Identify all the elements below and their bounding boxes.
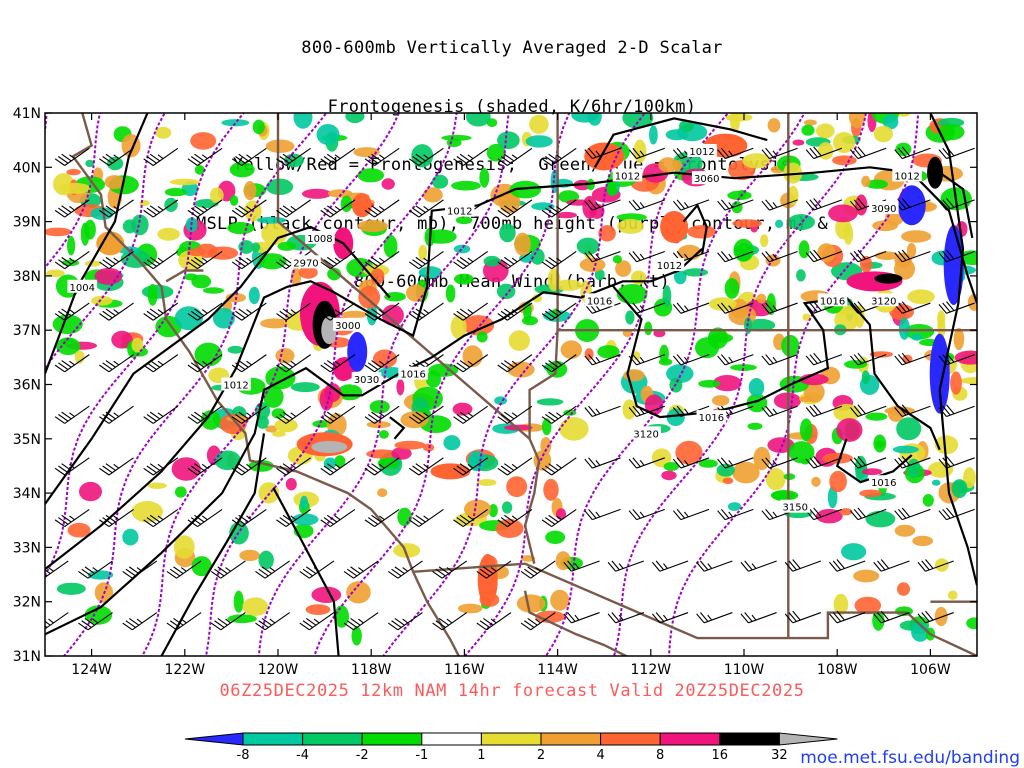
svg-text:3150: 3150 — [783, 503, 808, 514]
height-contour-label: 3120 — [631, 426, 661, 440]
svg-text:1008: 1008 — [307, 234, 332, 245]
credit-url[interactable]: moe.met.fsu.edu/banding — [800, 748, 1020, 768]
lon-tick-label: 122W — [165, 662, 206, 678]
colorbar-segment — [540, 732, 602, 746]
colorbar-label: -1 — [415, 748, 428, 763]
lat-tick-label: 36N — [13, 378, 41, 394]
svg-text:3120: 3120 — [633, 429, 658, 440]
map-axes: 124W 122W 120W 118W 116W 114W 112W 110W 108W 106W… — [13, 106, 977, 678]
title-line-1: 800-600mb Vertically Averaged 2-D Scalar — [301, 38, 723, 58]
height-contour-label: 3030 — [351, 372, 382, 386]
colorbar-right-arrow — [778, 732, 838, 746]
height-contour-label: 3150 — [780, 499, 811, 514]
lat-tick-label: 39N — [13, 215, 41, 231]
lon-tick-label: 112W — [631, 662, 672, 678]
mslp-contour-label: 1008 — [305, 230, 335, 245]
svg-text:1016: 1016 — [820, 296, 845, 307]
colorbar-label: 2 — [537, 748, 545, 763]
svg-text:3090: 3090 — [871, 204, 896, 215]
colorbar-label: -8 — [237, 748, 250, 763]
svg-text:1004: 1004 — [70, 283, 95, 294]
lat-tick-label: 37N — [13, 323, 41, 339]
lon-tick-label: 118W — [351, 662, 392, 678]
colorbar-label: -4 — [296, 748, 309, 763]
lat-tick-label: 40N — [13, 160, 41, 176]
lat-tick-label: 34N — [13, 486, 41, 502]
mslp-contour-label: 1016 — [584, 293, 615, 307]
svg-text:1016: 1016 — [587, 296, 612, 307]
mslp-contour-label: 1012 — [654, 258, 685, 272]
lat-tick-label: 33N — [13, 540, 41, 556]
height-contour-label: 2970 — [291, 255, 321, 269]
lat-tick-label: 41N — [13, 106, 41, 122]
svg-text:2970: 2970 — [293, 258, 318, 269]
svg-text:1012: 1012 — [894, 171, 919, 182]
colorbar-segment — [600, 732, 661, 746]
lon-tick-label: 114W — [537, 662, 578, 678]
svg-text:1012: 1012 — [615, 171, 640, 182]
colorbar-label: 32 — [771, 748, 788, 763]
mslp-contour-label: 1012 — [892, 168, 922, 182]
lon-tick-label: 110W — [724, 662, 765, 678]
mslp-contour-label: 1016 — [398, 366, 428, 381]
lon-tick-label: 106W — [910, 662, 951, 678]
svg-text:1016: 1016 — [400, 370, 425, 381]
svg-text:1016: 1016 — [871, 478, 896, 489]
svg-text:3000: 3000 — [335, 321, 360, 332]
lat-tick-label: 38N — [13, 269, 41, 285]
mslp-contour-label: 1012 — [687, 144, 717, 158]
colorbar-label: -2 — [356, 748, 369, 763]
colorbar-segment — [361, 732, 423, 746]
svg-text:1012: 1012 — [689, 147, 714, 158]
colorbar: -8 -4 -2 -1 1 2 4 8 16 32 — [184, 732, 838, 763]
lon-tick-label: 120W — [258, 662, 299, 678]
mslp-contour-label: 1012 — [612, 168, 643, 182]
svg-text:3030: 3030 — [354, 375, 379, 386]
svg-text:1012: 1012 — [447, 207, 472, 218]
lon-tick-label: 108W — [817, 662, 858, 678]
svg-text:1016: 1016 — [699, 413, 724, 424]
lon-tick-label: 116W — [444, 662, 485, 678]
height-contour-label: 3120 — [869, 293, 899, 307]
colorbar-segment — [421, 732, 482, 746]
svg-text:1012: 1012 — [223, 381, 248, 392]
colorbar-segment — [242, 732, 304, 746]
colorbar-segment — [659, 732, 721, 746]
svg-text:1012: 1012 — [657, 261, 682, 272]
svg-text:3060: 3060 — [694, 174, 719, 185]
lat-tick-label: 31N — [13, 649, 41, 665]
colorbar-segment — [480, 732, 542, 746]
colorbar-segment — [302, 732, 363, 746]
contour-labels: 1004 1008 1012 1012 1012 1012 1012 1012 1016 1016… — [67, 144, 922, 514]
lon-tick-label: 124W — [71, 662, 112, 678]
colorbar-segment — [719, 732, 780, 746]
height-contour-label: 3090 — [869, 201, 899, 215]
mslp-contour-label: 1012 — [444, 203, 475, 218]
colorbar-label: 8 — [656, 748, 664, 763]
lat-tick-label: 32N — [13, 595, 41, 611]
mslp-contour-label: 1016 — [696, 410, 727, 424]
mslp-contour-label: 1016 — [869, 475, 899, 489]
colorbar-label: 4 — [596, 748, 604, 763]
lat-tick-label: 35N — [13, 432, 41, 448]
height-contour-label: 3060 — [691, 171, 722, 185]
wind-barbs — [45, 146, 975, 631]
title-line-2: Frontogenesis (shaded, K/6hr/100km) — [327, 96, 697, 117]
colorbar-left-arrow — [184, 732, 244, 746]
mslp-contour-label: 1012 — [221, 377, 251, 392]
state-borders — [71, 113, 977, 656]
colorbar-label: 16 — [712, 748, 729, 763]
colorbar-label: 1 — [477, 748, 485, 763]
height-contours — [45, 113, 920, 656]
forecast-subtitle: 06Z25DEC2025 12km NAM 14hr forecast Vali… — [219, 681, 805, 701]
svg-text:3120: 3120 — [871, 296, 896, 307]
mslp-contour-label: 1016 — [817, 293, 848, 307]
height-contour-label: 3000 — [333, 317, 363, 332]
mslp-contour-label: 1004 — [67, 279, 98, 294]
